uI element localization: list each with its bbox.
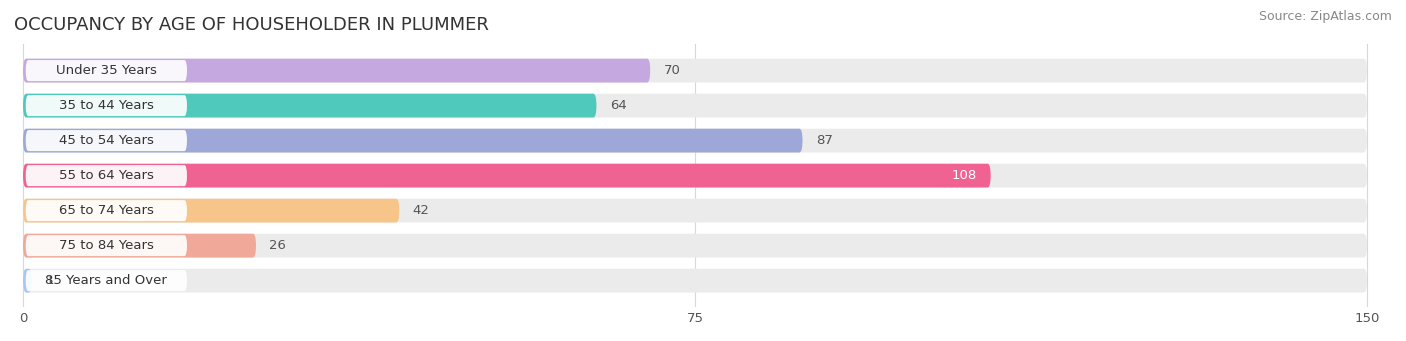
Text: 85 Years and Over: 85 Years and Over bbox=[45, 274, 167, 287]
Text: Under 35 Years: Under 35 Years bbox=[56, 64, 157, 77]
Text: Source: ZipAtlas.com: Source: ZipAtlas.com bbox=[1258, 10, 1392, 23]
FancyBboxPatch shape bbox=[22, 164, 991, 188]
FancyBboxPatch shape bbox=[22, 59, 1367, 83]
FancyBboxPatch shape bbox=[25, 270, 187, 291]
FancyBboxPatch shape bbox=[22, 164, 1367, 188]
FancyBboxPatch shape bbox=[25, 235, 187, 256]
FancyBboxPatch shape bbox=[25, 60, 187, 81]
FancyBboxPatch shape bbox=[22, 94, 596, 118]
FancyBboxPatch shape bbox=[22, 129, 1367, 152]
Text: 108: 108 bbox=[952, 169, 977, 182]
Text: 42: 42 bbox=[413, 204, 430, 217]
FancyBboxPatch shape bbox=[25, 200, 187, 221]
Text: 70: 70 bbox=[664, 64, 681, 77]
Text: 64: 64 bbox=[610, 99, 627, 112]
Text: 65 to 74 Years: 65 to 74 Years bbox=[59, 204, 153, 217]
FancyBboxPatch shape bbox=[22, 129, 803, 152]
Text: 75 to 84 Years: 75 to 84 Years bbox=[59, 239, 153, 252]
FancyBboxPatch shape bbox=[22, 234, 1367, 257]
Text: 87: 87 bbox=[815, 134, 832, 147]
FancyBboxPatch shape bbox=[22, 234, 256, 257]
FancyBboxPatch shape bbox=[22, 59, 650, 83]
FancyBboxPatch shape bbox=[25, 95, 187, 116]
Text: 26: 26 bbox=[270, 239, 287, 252]
FancyBboxPatch shape bbox=[25, 130, 187, 151]
FancyBboxPatch shape bbox=[25, 165, 187, 186]
Text: 1: 1 bbox=[45, 274, 53, 287]
Text: 55 to 64 Years: 55 to 64 Years bbox=[59, 169, 153, 182]
FancyBboxPatch shape bbox=[22, 269, 32, 293]
FancyBboxPatch shape bbox=[22, 269, 1367, 293]
FancyBboxPatch shape bbox=[22, 94, 1367, 118]
FancyBboxPatch shape bbox=[22, 199, 399, 223]
FancyBboxPatch shape bbox=[22, 199, 1367, 223]
Text: 45 to 54 Years: 45 to 54 Years bbox=[59, 134, 153, 147]
Text: OCCUPANCY BY AGE OF HOUSEHOLDER IN PLUMMER: OCCUPANCY BY AGE OF HOUSEHOLDER IN PLUMM… bbox=[14, 16, 489, 34]
Text: 35 to 44 Years: 35 to 44 Years bbox=[59, 99, 153, 112]
